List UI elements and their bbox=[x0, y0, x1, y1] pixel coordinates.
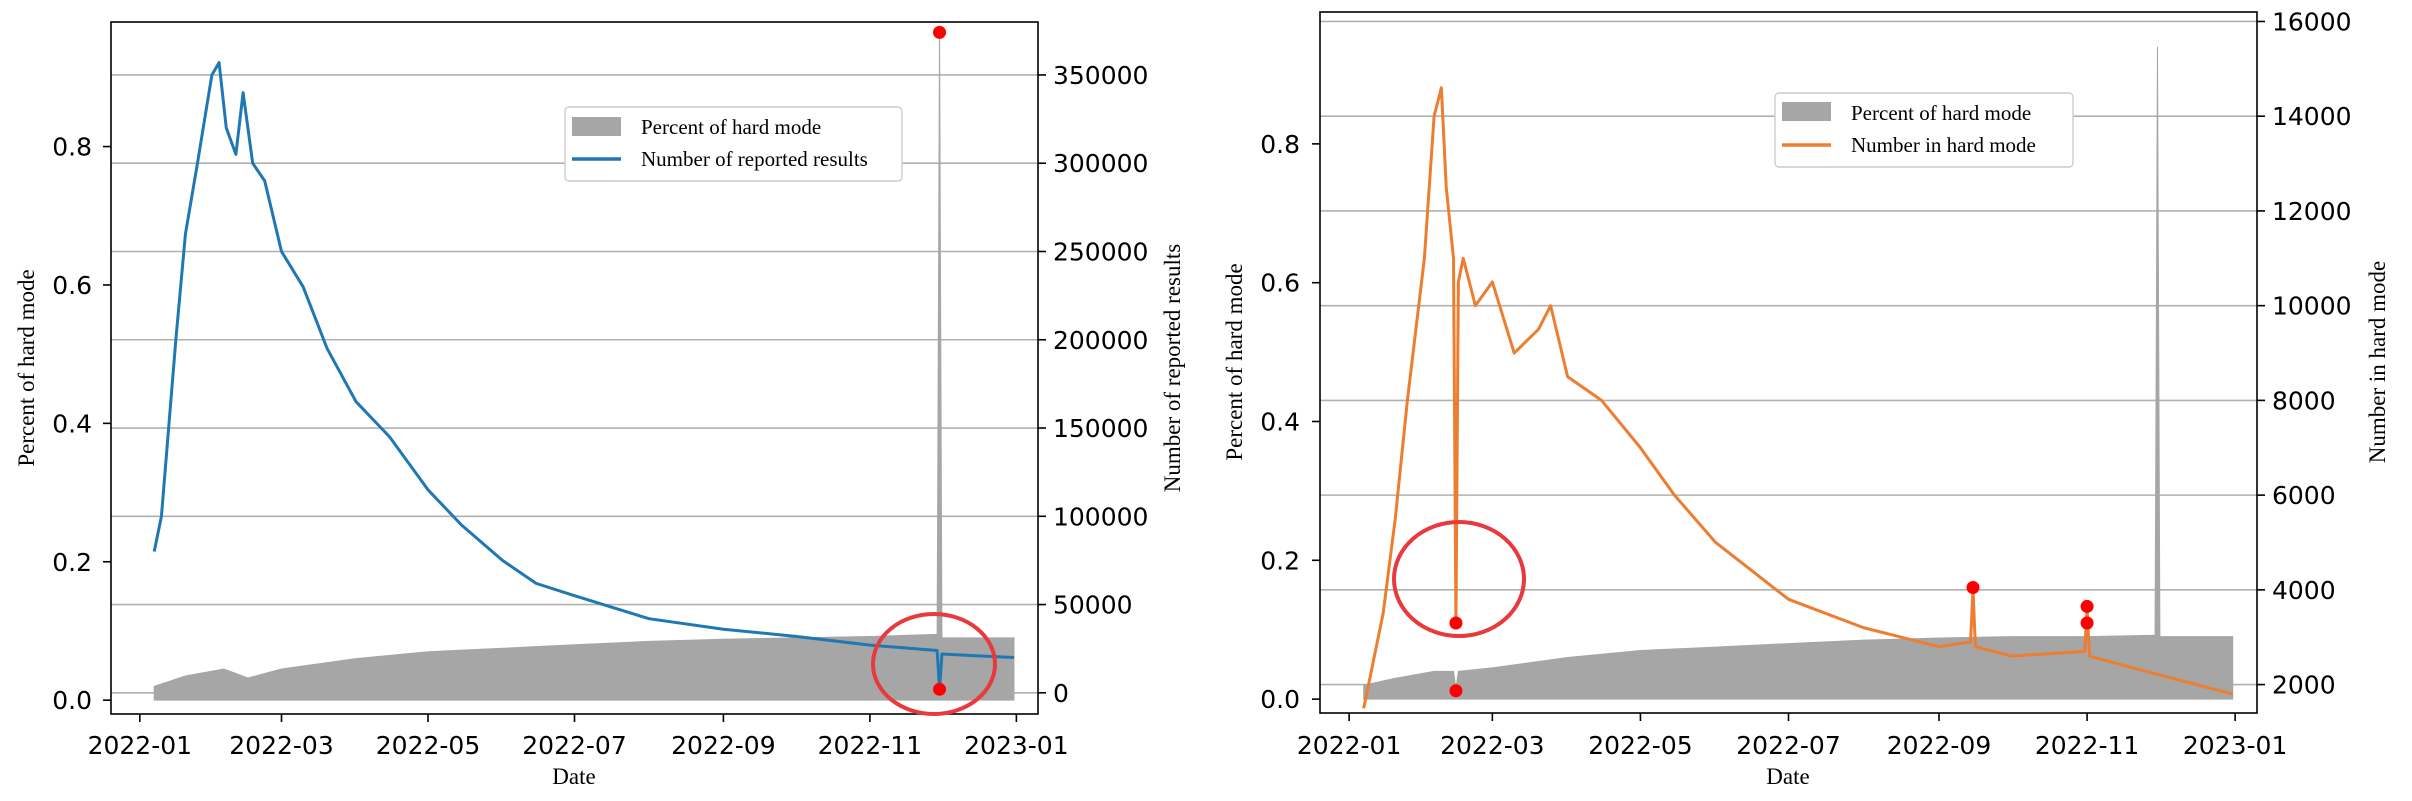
legend-label-area-right: Percent of hard mode bbox=[1851, 101, 2031, 125]
y-right-tick-label: 350000 bbox=[1053, 61, 1148, 90]
x-tick-label: 2022-03 bbox=[229, 731, 333, 760]
x-tick-label: 2023-01 bbox=[2183, 731, 2287, 760]
reported-results-line bbox=[152, 61, 1015, 691]
highlight-markers-left bbox=[933, 25, 947, 696]
y-right-tick-label: 100000 bbox=[1053, 502, 1148, 531]
y-left-tick-label: 0.6 bbox=[52, 271, 92, 300]
y-right-tick-label: 6000 bbox=[2272, 481, 2336, 510]
x-tick-label: 2022-01 bbox=[1297, 731, 1401, 760]
highlight-circle-left bbox=[871, 612, 997, 716]
y-left-tick-label: 0.6 bbox=[1260, 269, 1300, 298]
highlight-marker bbox=[1449, 616, 1463, 630]
y-right-tick-label: 50000 bbox=[1053, 591, 1133, 620]
hard-mode-area-path bbox=[153, 28, 1015, 701]
x-axis-left: 2022-01 2022-03 2022-05 2022-07 2022-09 2022-… bbox=[88, 714, 1069, 760]
y-left-tick-label: 0.2 bbox=[52, 548, 92, 577]
hard-mode-area-right bbox=[1363, 46, 2234, 700]
highlight-marker bbox=[933, 25, 947, 39]
y-left-tick-label: 0.4 bbox=[1260, 407, 1300, 436]
highlight-marker bbox=[2080, 599, 2094, 613]
series-line-path bbox=[1362, 86, 2234, 709]
x-tick-label: 2022-05 bbox=[1588, 731, 1692, 760]
y-left-tick-label: 0.0 bbox=[1260, 685, 1300, 714]
series-line-path bbox=[152, 61, 1015, 691]
x-tick-label: 2022-07 bbox=[1736, 731, 1840, 760]
x-tick-label: 2022-01 bbox=[88, 731, 192, 760]
y-left-tick-label: 0.4 bbox=[52, 409, 92, 438]
y-right-tick-label: 14000 bbox=[2272, 102, 2352, 131]
x-axis-right: 2022-01 2022-03 2022-05 2022-07 2022-09 2022-… bbox=[1297, 713, 2287, 760]
legend-label-line-right: Number in hard mode bbox=[1851, 133, 2036, 157]
x-tick-label: 2022-11 bbox=[2035, 731, 2139, 760]
x-tick-label: 2022-09 bbox=[671, 731, 775, 760]
y-left-tick-label: 0.0 bbox=[52, 686, 92, 715]
y-left-tick-label: 0.8 bbox=[1260, 130, 1300, 159]
x-tick-label: 2022-03 bbox=[1440, 731, 1544, 760]
y-right-tick-label: 0 bbox=[1053, 679, 1069, 708]
x-tick-label: 2023-01 bbox=[964, 731, 1068, 760]
y-right-tick-label: 250000 bbox=[1053, 237, 1148, 266]
y-right-tick-label: 150000 bbox=[1053, 414, 1148, 443]
hard-mode-area-left bbox=[153, 28, 1015, 701]
legend-label-area-left: Percent of hard mode bbox=[641, 115, 821, 139]
highlight-marker bbox=[1966, 580, 1980, 594]
x-tick-label: 2022-11 bbox=[818, 731, 922, 760]
y-axis-left-secondary: 0 50000 100000 150000 200000 250000 300000 3500… bbox=[1038, 61, 1148, 708]
y-right-tick-label: 200000 bbox=[1053, 326, 1148, 355]
x-tick-label: 2022-09 bbox=[1887, 731, 1991, 760]
legend-swatch-area-left bbox=[572, 117, 621, 136]
y-axis-label-left-secondary: Number of reported results bbox=[1160, 244, 1185, 493]
legend-right: Percent of hard mode Number in hard mode bbox=[1774, 92, 2074, 168]
highlight-marker bbox=[933, 682, 947, 696]
x-axis-label-left: Date bbox=[552, 764, 595, 789]
y-right-tick-label: 2000 bbox=[2272, 671, 2336, 700]
legend-box-right bbox=[1774, 92, 2074, 168]
hard-mode-area-path bbox=[1363, 46, 2234, 700]
y-left-tick-label: 0.2 bbox=[1260, 546, 1300, 575]
y-axis-right-primary: 0.0 0.2 0.4 0.6 0.8 bbox=[1260, 130, 1320, 714]
chart-left: 2022-01 2022-03 2022-05 2022-07 2022-09 2022-… bbox=[14, 21, 1185, 789]
y-axis-label-left-primary: Percent of hard mode bbox=[14, 269, 39, 466]
number-in-hard-mode-line bbox=[1362, 86, 2234, 709]
y-right-tick-label: 4000 bbox=[2272, 576, 2336, 605]
legend-box-left bbox=[564, 106, 903, 182]
y-right-tick-label: 16000 bbox=[2272, 7, 2352, 36]
highlight-marker bbox=[2080, 616, 2094, 630]
y-right-tick-label: 12000 bbox=[2272, 197, 2352, 226]
legend-left: Percent of hard mode Number of reported … bbox=[564, 106, 903, 182]
y-right-tick-label: 8000 bbox=[2272, 386, 2336, 415]
chart-right: 2022-01 2022-03 2022-05 2022-07 2022-09 2022-… bbox=[1222, 7, 2390, 789]
legend-label-line-left: Number of reported results bbox=[641, 147, 868, 171]
y-left-tick-label: 0.8 bbox=[52, 133, 92, 162]
y-axis-left-primary: 0.0 0.2 0.4 0.6 0.8 bbox=[52, 133, 111, 715]
y-right-tick-label: 300000 bbox=[1053, 149, 1148, 178]
y-right-tick-label: 10000 bbox=[2272, 292, 2352, 321]
y-axis-right-secondary: 2000 4000 6000 8000 10000 12000 14000 16000 bbox=[2257, 7, 2352, 700]
x-axis-label-right: Date bbox=[1766, 764, 1809, 789]
x-tick-label: 2022-05 bbox=[376, 731, 480, 760]
highlight-markers-right bbox=[1449, 580, 2094, 698]
y-axis-label-right-secondary: Number in hard mode bbox=[2365, 261, 2390, 463]
x-tick-label: 2022-07 bbox=[522, 731, 626, 760]
highlight-circle-right bbox=[1392, 520, 1526, 638]
legend-swatch-area-right bbox=[1782, 102, 1831, 121]
y-axis-label-right-primary: Percent of hard mode bbox=[1222, 263, 1247, 460]
highlight-marker bbox=[1449, 684, 1463, 698]
